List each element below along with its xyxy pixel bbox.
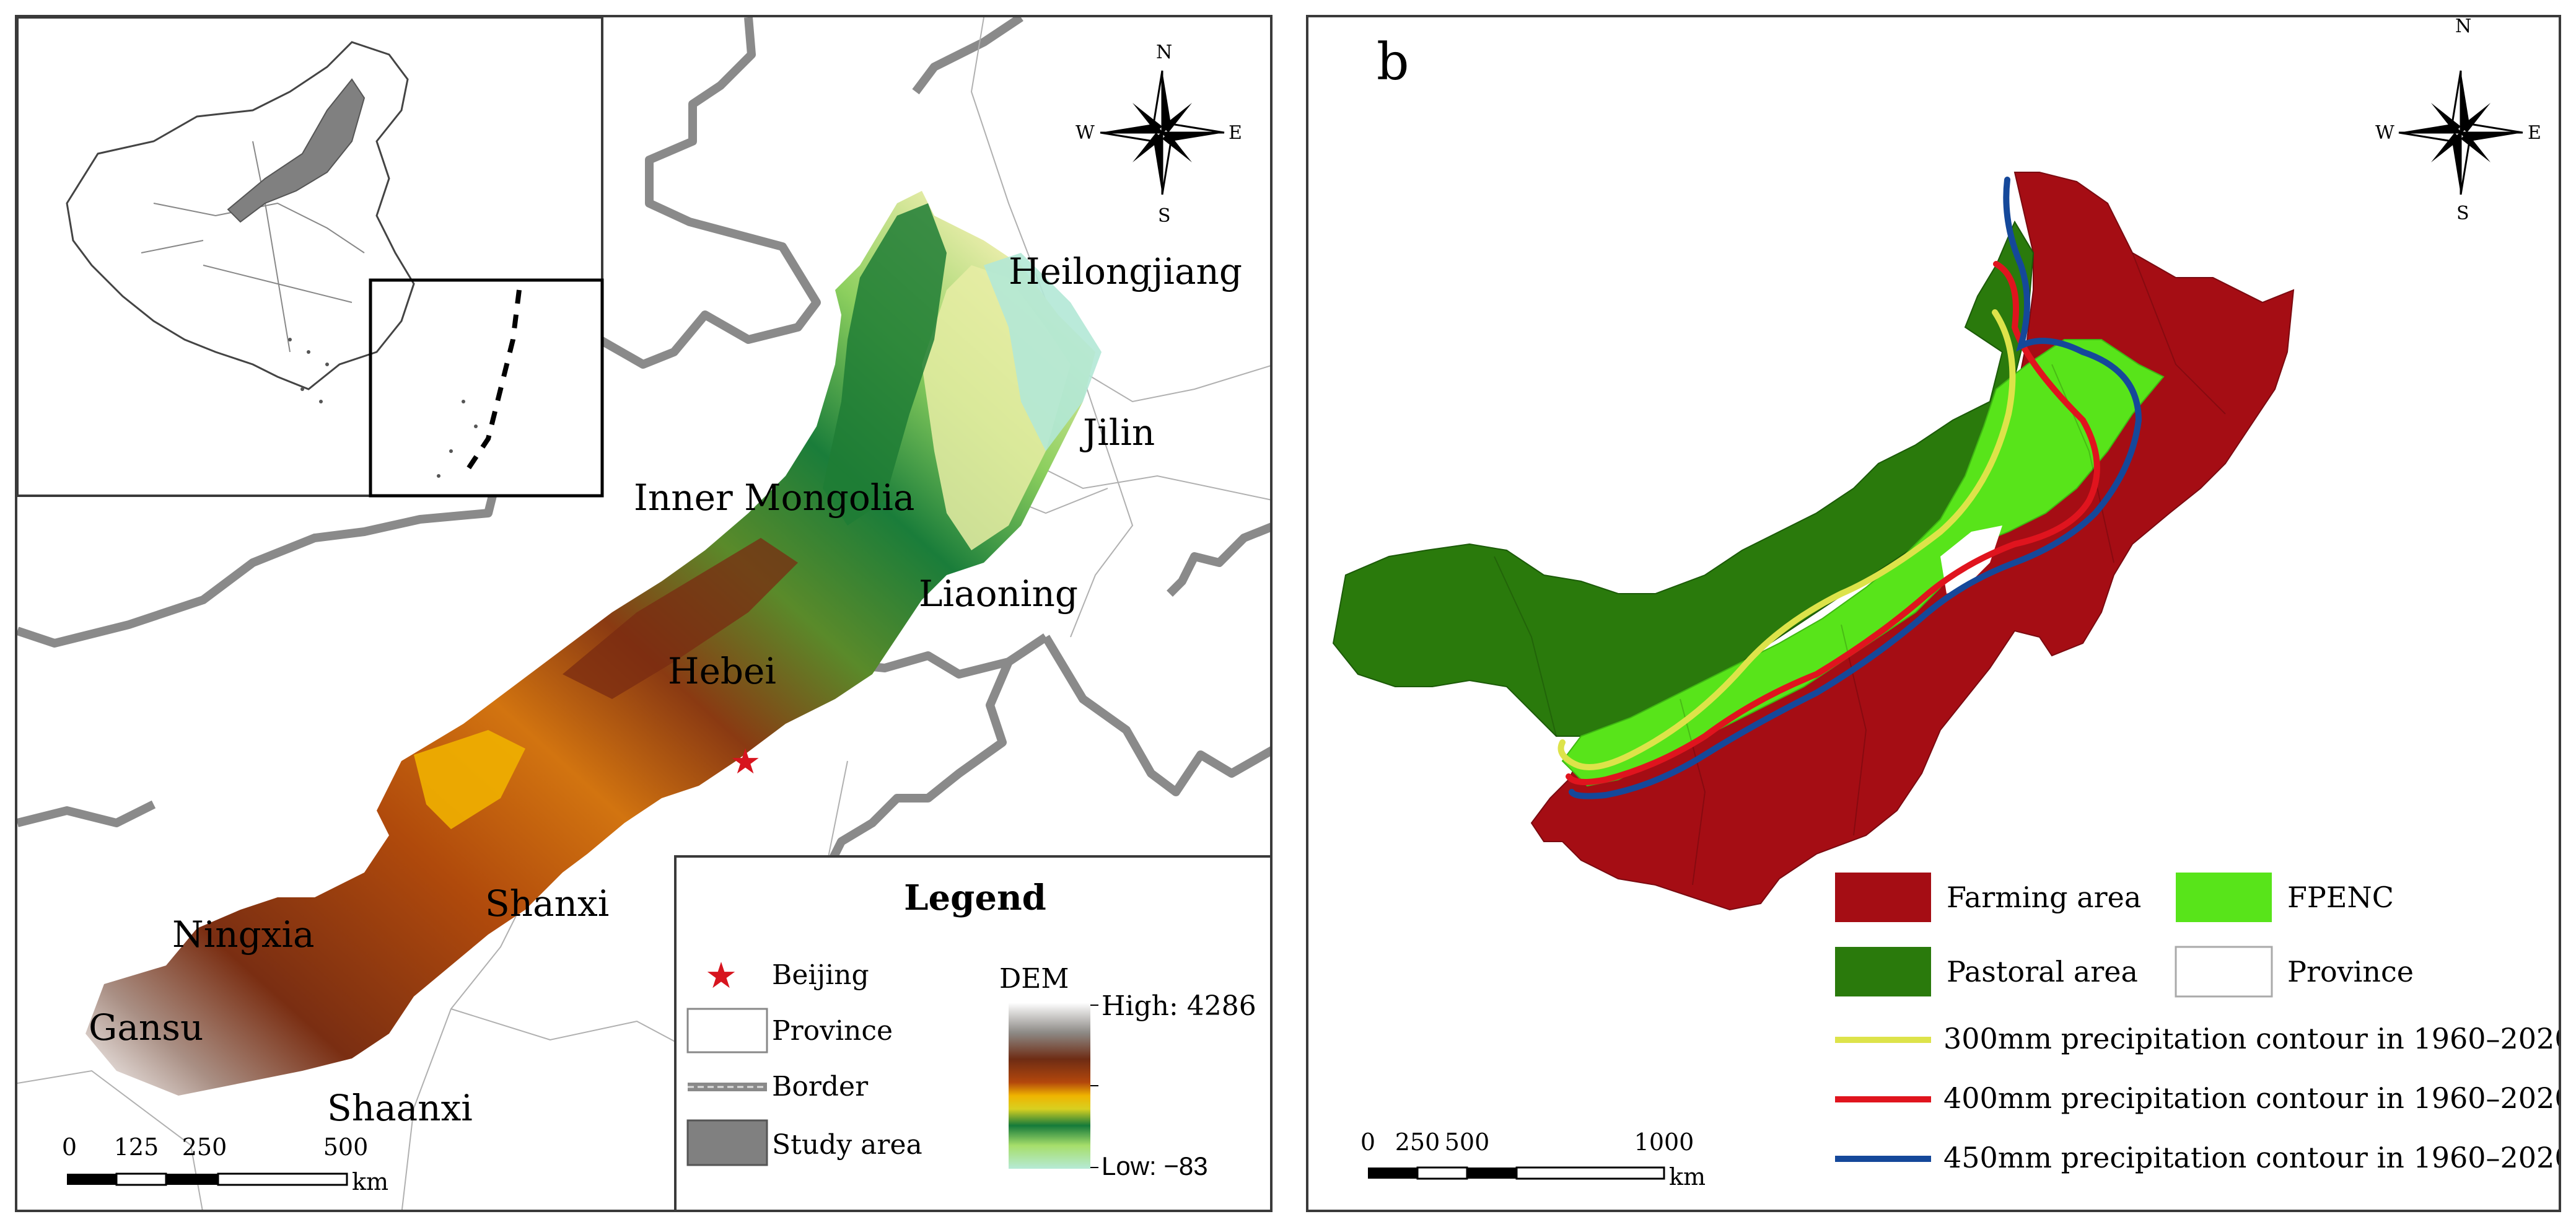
legend-pastoral-label: Pastoral area	[1947, 955, 2138, 988]
contour-400mm	[1566, 261, 2100, 785]
compass-b-n: N	[2455, 17, 2471, 37]
scale-b-tick-3: 1000	[1634, 1128, 1694, 1156]
legend-farming-label: Farming area	[1947, 881, 2141, 914]
inset-china-map	[17, 17, 604, 498]
compass-rose-b-icon	[2398, 70, 2523, 195]
label-ningxia: Ningxia	[172, 913, 315, 956]
scale-a-tick-0: 0	[62, 1133, 77, 1161]
label-shanxi: Shanxi	[485, 882, 609, 925]
province-outlines-b	[1494, 252, 2226, 886]
legend-border-label: Border	[772, 1071, 869, 1102]
legend-dem-ramp	[1009, 1003, 1090, 1169]
compass-b-s: S	[2456, 203, 2469, 224]
label-inner-mongolia: Inner Mongolia	[634, 477, 915, 519]
scale-a-unit: km	[352, 1168, 388, 1195]
scalebar-b: 0 250 500 1000 km	[1360, 1128, 1706, 1190]
label-shaanxi: Shaanxi	[327, 1087, 473, 1129]
beijing-star-marker: ★	[730, 742, 761, 782]
label-liaoning: Liaoning	[919, 573, 1078, 615]
legend-province-b-label: Province	[2287, 955, 2414, 988]
legend-beijing-label: Beijing	[772, 959, 869, 991]
contour-450mm	[1569, 177, 2142, 799]
legend-study-area-label: Study area	[772, 1129, 922, 1161]
legend-study-area-swatch	[686, 1119, 768, 1166]
label-jilin: Jilin	[1080, 411, 1155, 454]
compass-a-e: E	[1229, 122, 1242, 144]
study-area-plain	[984, 253, 1102, 451]
study-area-mountain	[563, 538, 798, 699]
legend-pastoral-swatch	[1835, 947, 1931, 996]
label-heilongjiang: Heilongjiang	[1009, 250, 1242, 292]
scale-b-unit: km	[1669, 1163, 1706, 1190]
legend-dem-low: Low: −83	[1102, 1151, 1208, 1181]
legend-dem-title: DEM	[999, 963, 1069, 995]
legend-a: Legend ★ Beijing Province Border Study a…	[674, 855, 1270, 1210]
scalebar-a: 0 125 250 500 km	[62, 1133, 388, 1195]
scale-b-tick-2: 500	[1445, 1128, 1490, 1156]
compass-b-e: E	[2528, 122, 2541, 144]
label-hebei: Hebei	[668, 650, 776, 692]
panel-b-map: b N E S W Farming area FPENC Pastoral ar…	[1306, 15, 2561, 1212]
contour-300mm	[1557, 309, 2016, 770]
legend-province-swatch	[686, 1008, 768, 1053]
legend-fpenc-label: FPENC	[2287, 881, 2394, 914]
scale-a-tick-1: 125	[114, 1133, 159, 1161]
compass-a-n: N	[1156, 42, 1172, 63]
fpenc-area	[1561, 339, 2165, 787]
panel-a-svg: a Heilongjiang Jilin Inner Mongolia Liao…	[17, 17, 1270, 1210]
legend-province-label: Province	[772, 1015, 893, 1047]
legend-a-title: Legend	[904, 877, 1046, 918]
legend-province-b-swatch	[2175, 946, 2273, 998]
legend-c400-label: 400mm precipitation contour in 1960–2020	[1943, 1081, 2561, 1115]
study-area-plateau	[414, 730, 525, 829]
compass-rose-icon	[1100, 70, 1225, 195]
scale-b-tick-1: 250	[1395, 1128, 1440, 1156]
legend-b: Farming area FPENC Pastoral area Provinc…	[1835, 873, 2561, 1174]
legend-c450-label: 450mm precipitation contour in 1960–2020	[1943, 1141, 2561, 1174]
compass-a-s: S	[1158, 205, 1171, 227]
compass-b-w: W	[2375, 122, 2394, 144]
compass-a-w: W	[1076, 122, 1095, 144]
legend-fpenc-swatch	[2176, 873, 2272, 922]
study-area-forest	[823, 203, 947, 526]
legend-beijing-star-icon: ★	[705, 954, 737, 996]
legend-c300-label: 300mm precipitation contour in 1960–2020	[1943, 1022, 2561, 1055]
scale-a-tick-3: 500	[323, 1133, 369, 1161]
scale-b-tick-0: 0	[1360, 1128, 1375, 1156]
inset-study-area	[227, 78, 366, 223]
panel-a-map: a Heilongjiang Jilin Inner Mongolia Liao…	[15, 15, 1273, 1212]
legend-farming-swatch	[1835, 873, 1931, 922]
panel-b-svg: b N E S W Farming area FPENC Pastoral ar…	[1332, 17, 2561, 1190]
legend-dem-high: High: 4286	[1102, 990, 1256, 1022]
label-gansu: Gansu	[89, 1006, 203, 1049]
panel-b-letter: b	[1377, 33, 1409, 92]
scale-a-tick-2: 250	[182, 1133, 227, 1161]
